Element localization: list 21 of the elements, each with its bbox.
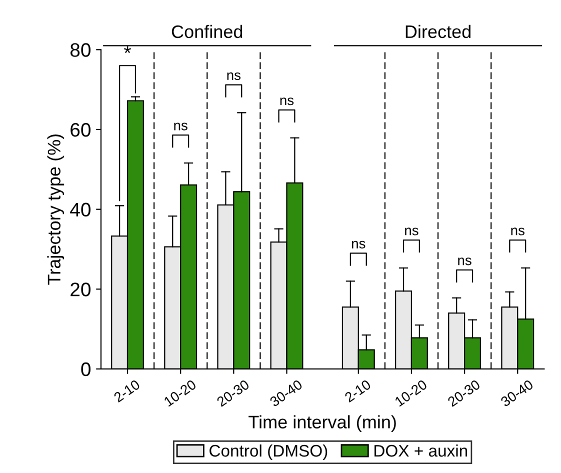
annotation: ns [405, 228, 418, 236]
text: Directed [406, 24, 470, 38]
legend-label: Control (DMSO) [210, 444, 328, 460]
y-tick-label: 60 [70, 122, 90, 137]
annotation: ns [352, 240, 366, 248]
annotation: ns [227, 72, 241, 80]
y-tick-label: 80 [70, 43, 90, 57]
legend-label: DOX + auxin [374, 444, 468, 457]
y-axis-title: Trajectory type (%) [47, 134, 64, 285]
annotation: ns [511, 228, 524, 236]
annotation: ns [458, 258, 472, 266]
annotation: * [124, 46, 131, 54]
x-tick-label: 2-10 [344, 379, 372, 403]
x-axis-title: Time interval (min) [248, 415, 396, 432]
text: Confined [172, 24, 242, 38]
x-tick-label: 2-10 [113, 379, 141, 403]
y-tick-label: 0 [81, 362, 90, 376]
y-tick-label: 20 [70, 282, 90, 296]
annotation: ns [280, 98, 294, 106]
annotation: ns [174, 122, 188, 130]
y-tick-label: 40 [70, 202, 90, 217]
